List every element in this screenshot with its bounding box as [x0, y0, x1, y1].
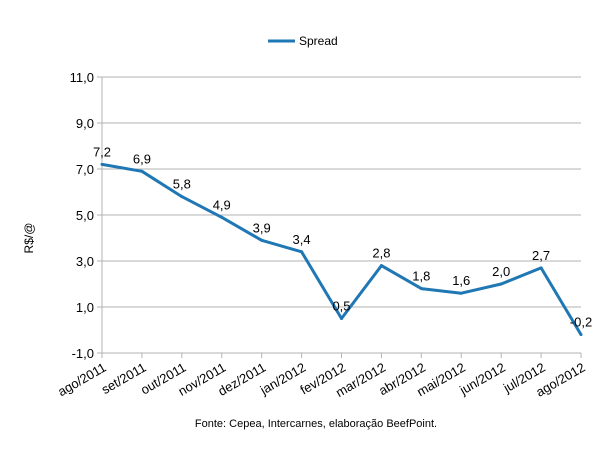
- data-label: 2,7: [532, 248, 550, 263]
- data-point: [220, 215, 224, 219]
- data-point: [300, 250, 304, 254]
- y-tick-label: 7,0: [76, 162, 94, 177]
- y-tick-label: -1,0: [72, 346, 94, 361]
- y-tick-label: 9,0: [76, 116, 94, 131]
- data-label: 7,2: [93, 144, 111, 159]
- data-label: 2,0: [492, 264, 510, 279]
- y-tick-label: 11,0: [70, 70, 94, 85]
- data-point: [419, 287, 423, 291]
- data-label: 0,5: [332, 299, 350, 314]
- y-tick-label: 1,0: [76, 300, 94, 315]
- x-tick-labels: ago/2011set/2011out/2011nov/2011dez/2011…: [55, 360, 588, 400]
- x-tick-label: jun/2012: [456, 360, 508, 398]
- data-label: 1,8: [412, 269, 430, 284]
- data-label: 4,9: [213, 197, 231, 212]
- legend-label-spread: Spread: [299, 34, 338, 48]
- data-label: 6,9: [133, 151, 151, 166]
- data-point: [499, 282, 503, 286]
- data-label: 5,8: [173, 177, 191, 192]
- data-label: 3,4: [293, 232, 311, 247]
- axes: [97, 76, 582, 358]
- data-point: [180, 195, 184, 199]
- data-point: [100, 162, 104, 166]
- y-tick-labels: -1,0 1,0 3,0 5,0 7,0 9,0 11,0: [70, 70, 94, 361]
- data-point: [579, 333, 583, 337]
- series-spread: [100, 162, 583, 337]
- data-point: [459, 291, 463, 295]
- data-label: 1,6: [452, 273, 470, 288]
- data-point: [379, 264, 383, 268]
- grid-lines: [102, 76, 581, 308]
- x-tick-label: jan/2012: [257, 360, 309, 398]
- data-point: [140, 169, 144, 173]
- data-label: -0,2: [570, 315, 592, 330]
- y-axis-title: R$/@: [22, 223, 36, 254]
- source-note: Fonte: Cepea, Intercarnes, elaboração Be…: [195, 418, 437, 430]
- data-point: [260, 238, 264, 242]
- data-labels: 7,2 6,9 5,8 4,9 3,9 3,4 0,5 2,8 1,8 1,6 2,0 2,7 -0,2: [93, 144, 592, 329]
- legend: Spread: [268, 34, 338, 48]
- data-label: 2,8: [372, 246, 390, 261]
- y-tick-label: 3,0: [76, 254, 94, 269]
- data-label: 3,9: [253, 220, 271, 235]
- data-point: [340, 317, 343, 320]
- y-tick-label: 5,0: [76, 208, 94, 223]
- data-point: [539, 266, 543, 270]
- x-tick-label: ago/2011: [55, 360, 109, 400]
